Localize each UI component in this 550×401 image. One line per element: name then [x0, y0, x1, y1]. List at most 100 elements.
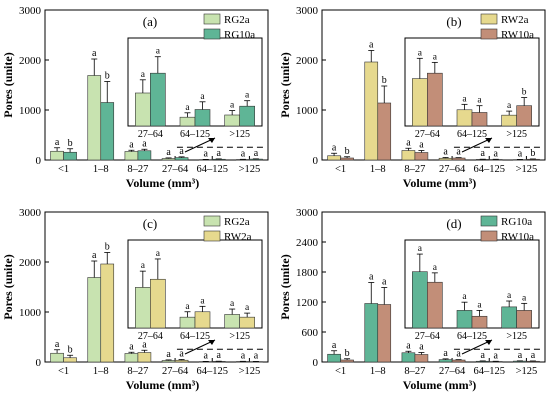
- x-tick-label: 1–8: [93, 366, 109, 377]
- bar-RW10a: [377, 102, 392, 161]
- significance-letter: a: [456, 349, 461, 360]
- significance-letter: a: [241, 148, 246, 159]
- bar-RW10a: [526, 360, 540, 363]
- bar-RG10a: [401, 352, 416, 363]
- inset-x-tick-label: 27–64: [138, 129, 163, 140]
- y-tick-label: 2000: [19, 55, 42, 67]
- zoom-arrow-head: [208, 340, 215, 345]
- bar-RG2a: [124, 353, 139, 363]
- bar-RG10a: [211, 158, 226, 161]
- inset-bar-RG10a: [456, 310, 473, 329]
- zoom-arrow-head: [208, 138, 215, 143]
- inset-bar-RG10a: [150, 72, 166, 127]
- inset-x-tick-label: 64–125: [180, 331, 210, 342]
- inset-bar-RG2a: [135, 287, 151, 329]
- zoom-arrow-head: [485, 138, 492, 143]
- inset-significance-letter: a: [200, 296, 205, 306]
- x-tick-label: 8–27: [404, 164, 425, 175]
- legend-label-RG10a: RG10a: [501, 216, 532, 228]
- inset-significance-letter: a: [230, 101, 235, 111]
- bar-RW10a: [451, 157, 466, 161]
- significance-letter: a: [531, 350, 536, 361]
- bar-RG2a: [124, 151, 139, 161]
- x-tick-label: 8–27: [404, 366, 425, 377]
- legend-label-RW10a: RW10a: [501, 231, 534, 243]
- significance-letter: b: [105, 242, 110, 253]
- y-tick-label: 3000: [296, 207, 319, 219]
- y-axis-label: Pores (unite): [278, 52, 292, 117]
- x-tick-label: 1–8: [370, 164, 386, 175]
- inset-significance-letter: a: [507, 101, 512, 111]
- legend-swatch-RW10a: [480, 28, 498, 40]
- x-tick-label: <1: [58, 366, 69, 377]
- inset-bar-RW2a: [239, 316, 255, 329]
- bar-RW2a: [137, 352, 152, 363]
- inset-bar-RW2a: [194, 311, 211, 329]
- significance-letter: a: [406, 137, 411, 148]
- significance-letter: a: [129, 341, 134, 352]
- x-tick-label: <1: [335, 366, 346, 377]
- significance-letter: a: [456, 147, 461, 158]
- bar-RG10a: [63, 151, 77, 161]
- inset-significance-letter: a: [245, 303, 250, 313]
- significance-letter: a: [92, 250, 97, 261]
- bar-RG2a: [161, 158, 176, 161]
- y-axis-label: Pores (unite): [278, 254, 292, 319]
- inset-significance-letter: a: [522, 293, 527, 303]
- y-tick-label: 1000: [19, 105, 42, 117]
- significance-letter: a: [481, 350, 486, 361]
- significance-letter: a: [129, 139, 134, 150]
- significance-letter: b: [530, 148, 535, 159]
- significance-letter: b: [68, 138, 73, 149]
- significance-letter: a: [332, 340, 337, 351]
- significance-letter: a: [217, 350, 222, 361]
- significance-letter: a: [142, 138, 147, 149]
- x-axis-label: Volume (mm³): [403, 176, 476, 190]
- significance-letter: a: [92, 48, 97, 59]
- bar-RW2a: [327, 155, 341, 161]
- significance-letter: a: [55, 339, 60, 350]
- inset-significance-letter: a: [156, 249, 161, 259]
- inset-bar-RG2a: [179, 116, 196, 127]
- bar-RG10a: [137, 150, 152, 161]
- inset-significance-letter: a: [507, 291, 512, 301]
- inset-bar-RG10a: [412, 271, 428, 329]
- inset-significance-letter: a: [418, 244, 423, 254]
- x-tick-label: 1–8: [93, 164, 109, 175]
- x-tick-label: 64–125: [474, 366, 506, 377]
- x-tick-label: 27–64: [162, 366, 189, 377]
- inset-significance-letter: a: [245, 91, 250, 101]
- y-tick-label: 2400: [296, 237, 319, 249]
- chart-panel-a: 0 1000 2000 3000 Pores (unite) Volume (mm³) <1…: [1, 5, 269, 190]
- bar-RW10a: [340, 359, 354, 363]
- inset-significance-letter: a: [477, 300, 482, 310]
- bar-RG10a: [174, 157, 189, 161]
- x-tick-label: 64–125: [197, 164, 229, 175]
- inset-x-tick-label: >125: [506, 331, 527, 342]
- significance-letter: a: [518, 148, 523, 159]
- significance-letter: b: [68, 344, 73, 355]
- bar-RG10a: [100, 102, 115, 161]
- legend-label-RW10a: RW10a: [501, 29, 534, 41]
- significance-letter: a: [518, 350, 523, 361]
- significance-letter: a: [217, 148, 222, 159]
- bar-RW2a: [174, 359, 189, 363]
- inset-significance-letter: a: [462, 94, 467, 104]
- y-tick-label: 1000: [19, 307, 42, 319]
- inset-bar-RW10a: [516, 105, 532, 127]
- inset-x-tick-label: >125: [229, 129, 250, 140]
- x-tick-label: >125: [516, 366, 538, 377]
- bar-RW10a: [414, 152, 429, 161]
- bar-RG2a: [161, 360, 176, 363]
- inset-significance-letter: a: [185, 103, 190, 113]
- inset-significance-letter: a: [141, 70, 146, 80]
- inset-significance-letter: a: [141, 261, 146, 271]
- x-tick-label: 64–125: [474, 164, 506, 175]
- inset-x-tick-label: >125: [506, 129, 527, 140]
- legend-swatch-RG2a: [203, 215, 221, 227]
- plot-frame: [44, 211, 269, 363]
- x-tick-label: <1: [335, 164, 346, 175]
- significance-letter: a: [419, 140, 424, 151]
- legend-swatch-RG10a: [480, 215, 498, 227]
